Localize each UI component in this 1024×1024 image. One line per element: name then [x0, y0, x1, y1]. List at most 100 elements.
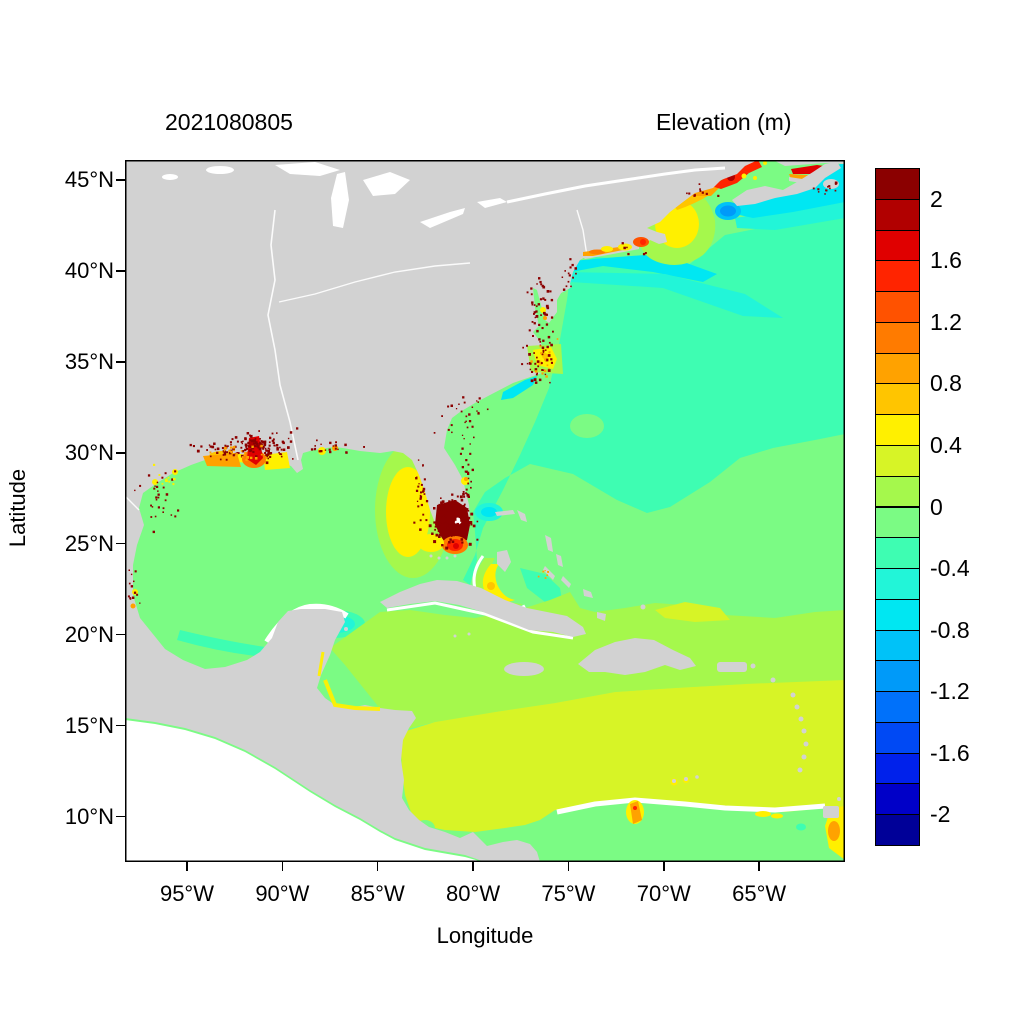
- speckle-louisiana-west-marsh: [209, 455, 212, 458]
- speckle-pamlico-sound: [536, 356, 538, 359]
- speckle-louisiana-west-marsh: [208, 444, 211, 446]
- speckle-pamlico-orange: [530, 360, 533, 363]
- speckle-south-florida-everglades: [455, 529, 459, 533]
- speckle-pamlico-sound: [547, 354, 551, 357]
- speckle-south-florida-everglades: [466, 493, 470, 497]
- speckle-exuma-orange: [546, 574, 548, 576]
- speckle-south-florida-everglades: [452, 524, 455, 526]
- speckle-florida-west-coast: [413, 521, 416, 524]
- speckle-louisiana-west-marsh: [214, 448, 217, 451]
- speckle-south-florida-everglades: [447, 519, 449, 522]
- speckle-florida-west-coast: [422, 490, 424, 493]
- speckle-pamlico-orange: [534, 370, 538, 373]
- speckle-mississippi-alabama-coast: [337, 448, 339, 451]
- speckle-pamlico-orange: [540, 352, 543, 355]
- speckle-florida-west-coast: [423, 478, 426, 481]
- colorbar-tick-label: 1.6: [930, 247, 962, 274]
- speckle-south-florida-everglades: [456, 513, 460, 517]
- speckle-florida-east-coast: [467, 482, 470, 485]
- speckle-exuma-orange: [542, 570, 545, 573]
- speckle-pamlico-sound: [534, 381, 538, 384]
- speckle-georgia-carolina-coast: [462, 396, 465, 399]
- speckle-texas-coast: [157, 493, 160, 496]
- speckle-pamlico-orange: [543, 369, 547, 373]
- speckle-florida-west-coast: [415, 477, 418, 480]
- speckle-mississippi-alabama-coast: [320, 450, 323, 453]
- speckle-south-florida-everglades: [443, 514, 446, 517]
- speckle-texas-coast: [155, 498, 158, 501]
- island-jamaica: [504, 662, 544, 676]
- speckle-delmarva-new-jersey: [567, 272, 570, 275]
- speckle-louisiana-delta-marsh: [242, 440, 244, 443]
- speckle-southern-new-england: [626, 246, 628, 249]
- speckle-georgia-carolina-coast: [465, 420, 467, 423]
- speckle-louisiana-delta-marsh: [247, 441, 250, 445]
- speckle-pamlico-sound: [552, 330, 554, 333]
- speckle-pamlico-orange: [545, 375, 548, 378]
- x-tick-label: 70°W: [636, 881, 691, 906]
- speckle-maine-coast: [698, 183, 701, 185]
- speckle-louisiana-west-marsh: [225, 458, 228, 461]
- speckle-mexico-coast: [130, 573, 133, 576]
- y-tick-label: 25°N: [64, 530, 114, 556]
- chesapeake-orange: [543, 316, 547, 320]
- speckle-chesapeake-bay: [543, 311, 546, 315]
- colorbar-cell: [875, 383, 920, 416]
- colorbar-cell: [875, 506, 920, 539]
- speckle-maine-coast: [699, 188, 701, 190]
- speckle-south-florida-everglades: [445, 515, 448, 518]
- colorbar-tick-label: 0.8: [930, 370, 962, 397]
- speckle-texas-coast: [147, 474, 151, 477]
- speckle-louisiana-delta-marsh: [261, 443, 264, 445]
- venezuela-coast-yellow-1: [755, 811, 771, 817]
- speckle-south-florida-everglades: [433, 521, 436, 524]
- speckle-pamlico-sound: [536, 372, 538, 374]
- island-exuma: [543, 566, 555, 580]
- speckle-chesapeake-bay: [537, 303, 540, 306]
- speckle-louisiana-delta-marsh: [280, 448, 283, 451]
- island-cayman-2: [467, 632, 471, 636]
- speckle-pamlico-orange: [548, 367, 550, 370]
- speckle-florida-east-coast: [467, 495, 470, 498]
- fundy-yellow-dot-3: [763, 161, 767, 165]
- speckle-georgia-carolina-coast: [478, 397, 481, 400]
- speckle-louisiana-delta-marsh: [255, 441, 258, 444]
- speckle-texas-coast: [174, 470, 177, 473]
- speckle-louisiana-delta-marsh: [276, 447, 279, 450]
- speckle-chesapeake-bay: [533, 313, 535, 315]
- speckle-texas-coast: [162, 507, 165, 510]
- speckle-south-florida-everglades: [464, 512, 467, 515]
- speckle-texas-yellow: [173, 477, 176, 481]
- speckle-louisiana-delta-marsh: [280, 455, 283, 458]
- speckle-chesapeake-bay: [538, 277, 541, 280]
- speckle-mexico-coast: [127, 595, 130, 598]
- hispaniola-ne-yellowgreen-tongue: [655, 602, 730, 622]
- speckle-georgia-carolina-coast: [455, 408, 458, 410]
- speckle-louisiana-orange-mix: [230, 455, 233, 458]
- speckle-chesapeake-bay: [535, 315, 539, 318]
- speckle-florida-east-coast: [460, 499, 464, 502]
- y-tick-mark: [116, 815, 125, 818]
- speckle-pamlico-sound: [545, 349, 547, 351]
- speckle-exuma-orange: [547, 571, 549, 573]
- speckle-louisiana-delta-marsh: [280, 453, 283, 456]
- speckle-chesapeake-bay: [546, 290, 550, 293]
- tongue-of-ocean-turquoise: [520, 568, 563, 606]
- speckle-louisiana-delta-marsh: [249, 434, 253, 438]
- island-antilles-1: [770, 677, 776, 683]
- speckle-maine-coast: [701, 191, 704, 194]
- speckle-mexico-coast: [133, 580, 135, 583]
- speckle-louisiana-delta-marsh: [287, 446, 290, 449]
- speckle-florida-east-coast: [463, 495, 466, 498]
- speckle-texas-coast: [153, 487, 156, 490]
- speckle-mississippi-alabama-coast: [363, 446, 365, 448]
- speckle-louisiana-delta-marsh: [260, 440, 263, 443]
- speckle-texas-coast: [150, 504, 152, 507]
- speckle-south-florida-everglades: [453, 516, 455, 518]
- speckle-louisiana-delta-marsh: [265, 461, 269, 465]
- speckle-south-florida-everglades: [460, 519, 463, 522]
- colorbar-cell: [875, 783, 920, 816]
- speckle-south-florida-everglades: [464, 522, 467, 525]
- speckle-northumberland-strait: [829, 187, 831, 190]
- speckle-louisiana-delta-marsh: [227, 445, 229, 447]
